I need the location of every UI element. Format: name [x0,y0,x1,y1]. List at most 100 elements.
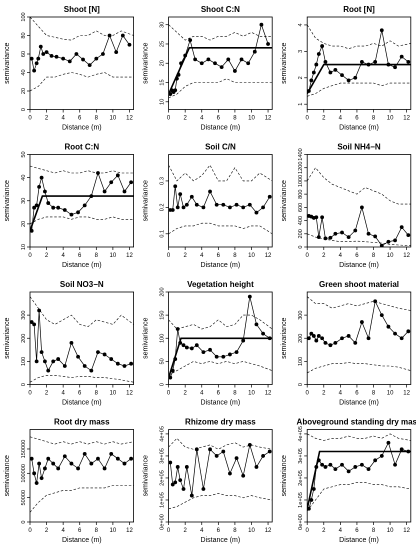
y-tick-label: 4e+05 [298,426,304,442]
data-point [346,78,351,83]
data-point [184,202,189,207]
y-tick-label: 0 [21,383,27,386]
data-point [333,467,338,472]
data-point [353,465,358,469]
data-point [76,466,80,471]
data-point [267,194,272,199]
y-tick-label: 15 [160,79,166,85]
data-point [333,67,338,72]
y-tick-label: 0 [298,245,304,248]
data-point [44,50,49,55]
y-tick-label: 3e+05 [298,448,304,464]
data-point [109,180,114,185]
panel-10: Root dry mass 0 2 4 6 8 10 12 0 50000 100000 150000… [4,418,134,544]
envelope-upper-line [30,165,134,174]
data-point [314,62,319,67]
x-tick-label: 8 [95,116,99,122]
data-point [46,456,51,461]
y-tick-label: 300 [21,310,27,319]
y-tick-label: 100 [298,357,304,366]
data-point [241,338,246,343]
envelope-upper-line [307,296,411,311]
fitted-model-line [307,63,411,94]
data-point [82,364,87,368]
data-point [360,320,364,324]
x-tick-label: 6 [78,116,82,122]
envelope-lower-line [30,216,134,225]
x-tick-label: 0 [28,391,32,397]
data-point [219,65,224,70]
data-point [247,294,252,299]
data-point [366,231,371,236]
data-point [194,447,199,452]
y-tick-label: 1000 [298,175,304,187]
data-point [373,458,378,463]
x-tick-label: 6 [78,253,82,259]
data-point [346,469,351,474]
x-tick-label: 12 [126,391,133,397]
data-point [32,322,37,327]
y-tick-label: 2 [298,76,304,79]
x-tick-label: 10 [387,116,394,122]
data-point [30,456,34,461]
data-point [259,22,264,27]
data-point [178,192,183,197]
data-point [254,322,259,327]
data-point [320,215,325,220]
x-tick-label: 12 [265,116,272,122]
x-tick-label: 6 [78,391,82,397]
plot-area [30,165,134,233]
y-tick-label: 10 [21,244,27,250]
x-tick-label: 0 [167,528,171,534]
data-point [266,42,270,46]
plot-area [30,436,134,513]
data-point [221,354,226,359]
data-point [32,471,37,476]
data-point [109,357,114,361]
plot-area [168,294,273,380]
y-tick-label: 20 [160,60,166,66]
x-tick-label: 2 [184,116,188,122]
empirical-semivariance-line [31,171,132,231]
y-tick-label: 200 [160,287,166,296]
envelope-upper-line [307,167,411,205]
empirical-semivariance-line [308,30,409,92]
plot-frame [168,154,273,248]
y-tick-label: 0.2 [160,203,166,211]
data-point [193,57,198,62]
x-axis-label: Distance (m) [62,125,102,132]
data-point [170,482,175,487]
x-tick-label: 0 [28,528,32,534]
y-tick-label: 40 [21,69,27,75]
panel-title: Aboveground standing dry mass [297,418,416,427]
panel-title: Root C:N [64,143,99,152]
data-point [373,299,378,304]
data-point [181,343,186,348]
data-point [323,465,328,469]
x-tick-label: 6 [217,528,221,534]
x-tick-label: 8 [95,391,99,397]
data-point [89,461,94,466]
data-point [102,466,107,471]
data-point [102,352,107,357]
x-tick-label: 4 [61,528,65,534]
data-point [214,354,219,359]
y-axis-label: semivariance [4,43,11,84]
y-tick-label: 3 [298,50,304,53]
data-point [346,334,351,338]
data-point [82,451,87,456]
x-tick-label: 10 [248,116,255,122]
data-point [213,61,217,66]
data-point [51,461,56,466]
y-tick-label: 0e+00 [160,514,166,530]
fitted-model-line [168,337,273,378]
x-axis-label: Distance (m) [62,400,102,407]
data-point [311,70,316,75]
plot-area [168,437,273,510]
x-tick-label: 2 [184,391,188,397]
panel-8: Vegetation height 0 2 4 6 8 10 12 0 50 100 150 200 Di… [143,280,273,407]
x-tick-label: 10 [110,253,117,259]
data-point [366,336,371,341]
data-point [309,331,314,336]
